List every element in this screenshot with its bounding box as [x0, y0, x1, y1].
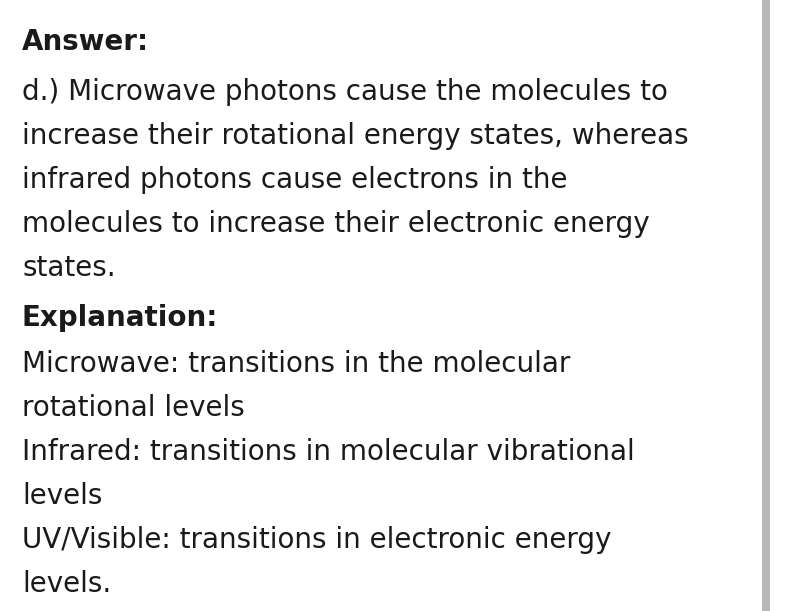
Text: Microwave: transitions in the molecular: Microwave: transitions in the molecular: [22, 350, 570, 378]
FancyBboxPatch shape: [762, 0, 770, 611]
Text: infrared photons cause electrons in the: infrared photons cause electrons in the: [22, 166, 567, 194]
Text: levels: levels: [22, 482, 102, 510]
Text: rotational levels: rotational levels: [22, 394, 245, 422]
Text: UV/Visible: transitions in electronic energy: UV/Visible: transitions in electronic en…: [22, 526, 611, 554]
Text: levels.: levels.: [22, 570, 111, 598]
Text: d.) Microwave photons cause the molecules to: d.) Microwave photons cause the molecule…: [22, 78, 668, 106]
Text: states.: states.: [22, 254, 116, 282]
Text: molecules to increase their electronic energy: molecules to increase their electronic e…: [22, 210, 650, 238]
Text: increase their rotational energy states, whereas: increase their rotational energy states,…: [22, 122, 689, 150]
Text: Infrared: transitions in molecular vibrational: Infrared: transitions in molecular vibra…: [22, 438, 634, 466]
Text: Explanation:: Explanation:: [22, 304, 218, 332]
Text: Answer:: Answer:: [22, 28, 149, 56]
